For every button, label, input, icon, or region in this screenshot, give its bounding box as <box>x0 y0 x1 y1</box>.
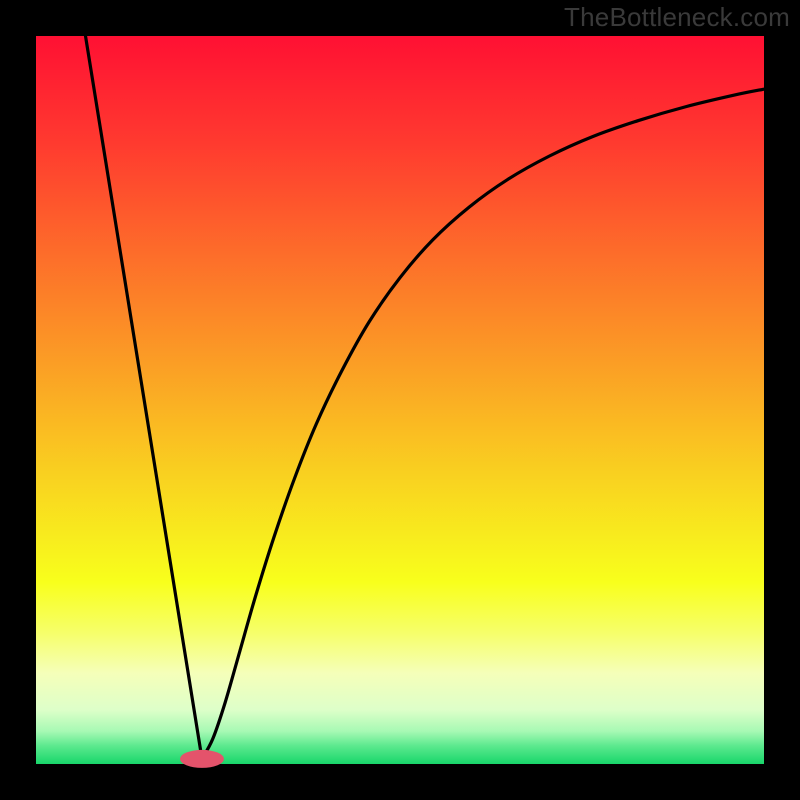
chart-frame: TheBottleneck.com <box>0 0 800 800</box>
minimum-marker <box>180 750 224 768</box>
chart-svg <box>0 0 800 800</box>
watermark-text: TheBottleneck.com <box>564 2 790 33</box>
